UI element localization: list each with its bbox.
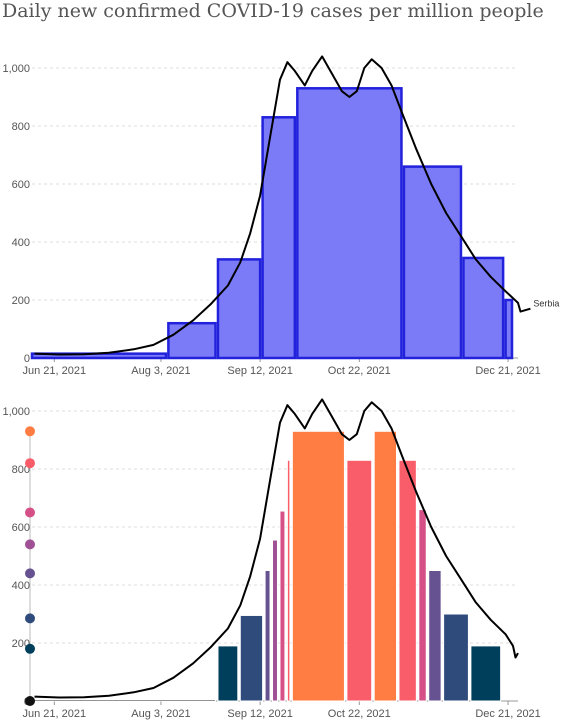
bar bbox=[504, 298, 514, 360]
bar bbox=[346, 459, 373, 702]
y-tick-label: 1,000 bbox=[2, 63, 30, 75]
x-tick-label: Sep 12, 2021 bbox=[227, 365, 292, 377]
x-tick-label: Aug 3, 2021 bbox=[131, 708, 190, 720]
bar bbox=[217, 645, 239, 702]
bar bbox=[418, 509, 427, 702]
series-line bbox=[34, 55, 531, 356]
bar bbox=[296, 87, 403, 360]
bar bbox=[167, 321, 217, 360]
chart-1: 0 200 400 600 800 1,000 Jun 21, 2021 Aug 3, 202… bbox=[2, 55, 559, 377]
bar bbox=[291, 430, 345, 702]
x-tick-label: Dec 21, 2021 bbox=[475, 708, 540, 720]
legend-color-dot bbox=[25, 696, 35, 706]
chart-title: Daily new confirmed COVID-19 cases per m… bbox=[2, 0, 544, 22]
y-tick-label: 400 bbox=[12, 237, 30, 249]
legend-color-dot bbox=[25, 426, 35, 437]
bar bbox=[239, 614, 264, 702]
y-tick-label: 1,000 bbox=[2, 406, 30, 418]
x-tick-label: Oct 22, 2021 bbox=[328, 708, 391, 720]
x-tick-label: Oct 22, 2021 bbox=[328, 365, 391, 377]
legend-color-dot bbox=[25, 568, 35, 579]
bar bbox=[261, 116, 297, 360]
y-tick-label: 600 bbox=[12, 179, 30, 191]
x-tick-label: Jun 21, 2021 bbox=[23, 708, 87, 720]
bar bbox=[264, 570, 271, 702]
y-tick-label: 600 bbox=[12, 522, 30, 534]
bar bbox=[31, 699, 216, 702]
y-tick-label: 800 bbox=[12, 464, 30, 476]
legend-color-dot bbox=[25, 507, 35, 518]
legend-color-dot bbox=[25, 643, 35, 654]
y-tick-label: 0 bbox=[24, 353, 30, 365]
bar bbox=[216, 258, 262, 360]
bar bbox=[286, 459, 291, 702]
legend-color-dot bbox=[25, 539, 35, 550]
series-end-label: Serbia bbox=[533, 299, 559, 309]
bar bbox=[443, 613, 469, 702]
bar bbox=[428, 570, 442, 702]
x-tick-label: Sep 12, 2021 bbox=[227, 708, 292, 720]
series-line bbox=[34, 398, 519, 699]
legend-color-dot bbox=[25, 613, 35, 624]
bar bbox=[470, 645, 502, 702]
bar bbox=[402, 165, 463, 360]
x-tick-label: Dec 21, 2021 bbox=[475, 365, 540, 377]
bar bbox=[462, 256, 505, 360]
bars-group bbox=[31, 430, 502, 702]
bar bbox=[398, 459, 417, 702]
bar bbox=[279, 510, 286, 702]
y-tick-label: 400 bbox=[12, 580, 30, 592]
x-tick-label: Jun 21, 2021 bbox=[23, 365, 87, 377]
bar bbox=[272, 539, 278, 702]
legend-color-dot bbox=[25, 458, 35, 469]
bar bbox=[373, 430, 398, 702]
x-tick-label: Aug 3, 2021 bbox=[131, 365, 190, 377]
y-tick-label: 200 bbox=[12, 295, 30, 307]
bars-group bbox=[30, 87, 514, 360]
y-tick-label: 800 bbox=[12, 121, 30, 133]
